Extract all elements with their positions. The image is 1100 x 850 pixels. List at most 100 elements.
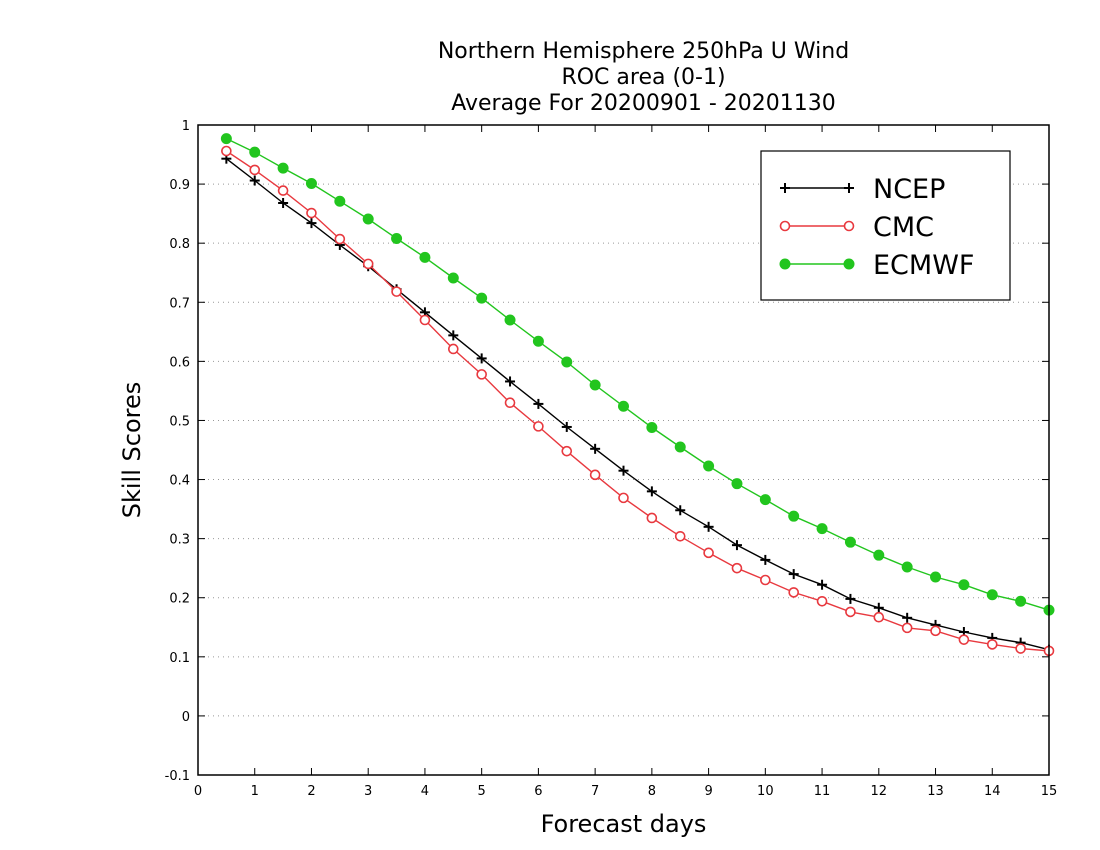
- data-point: [901, 622, 913, 634]
- data-point: [703, 460, 715, 472]
- data-point: [958, 579, 970, 591]
- data-point: [505, 376, 516, 387]
- data-point: [334, 195, 346, 207]
- data-point: [779, 220, 791, 232]
- x-tick-label: 13: [927, 784, 944, 799]
- data-point: [362, 258, 374, 270]
- y-tick-label: 0.9: [169, 178, 190, 193]
- legend-label: ECMWF: [873, 250, 974, 281]
- data-point: [816, 595, 828, 607]
- x-tick-label: 6: [534, 784, 542, 799]
- y-axis-label: Skill Scores: [118, 382, 146, 519]
- legend-item: NCEP: [780, 174, 945, 205]
- x-tick-label: 4: [421, 784, 429, 799]
- y-tick-label: 0: [182, 710, 190, 725]
- data-point: [447, 272, 459, 284]
- data-point: [334, 233, 346, 245]
- data-point: [504, 397, 516, 409]
- x-tick-label: 7: [591, 784, 599, 799]
- data-point: [1015, 643, 1026, 654]
- y-tick-label: 0.8: [169, 237, 190, 252]
- data-point: [589, 379, 601, 391]
- y-tick-label: 0.6: [169, 355, 190, 370]
- data-point: [930, 571, 942, 583]
- data-point: [816, 523, 828, 535]
- data-point: [788, 510, 800, 522]
- y-tick-label: 1: [182, 119, 190, 134]
- data-point: [902, 612, 913, 623]
- data-point: [277, 185, 289, 196]
- data-point: [277, 162, 289, 174]
- y-tick-label: 0.7: [169, 296, 190, 311]
- data-point: [561, 356, 573, 368]
- y-tick-label: 0.2: [169, 592, 190, 607]
- grid-lines: [198, 183, 1049, 717]
- legend-box: [760, 150, 1011, 301]
- data-point: [448, 330, 459, 341]
- x-tick-label: 0: [194, 784, 202, 799]
- data-point: [249, 175, 260, 186]
- legend-label: NCEP: [873, 174, 945, 205]
- y-tick-label: 0.5: [169, 414, 190, 429]
- y-tick-label: 0.4: [169, 474, 190, 489]
- data-point: [873, 549, 885, 561]
- data-point: [476, 369, 487, 380]
- x-tick-label: 5: [478, 784, 486, 799]
- data-point: [646, 422, 658, 434]
- data-point: [1015, 595, 1027, 607]
- data-point: [419, 314, 431, 326]
- data-point: [618, 400, 629, 412]
- data-point: [703, 521, 714, 532]
- data-point: [589, 469, 601, 481]
- data-point: [618, 492, 629, 504]
- data-point: [958, 634, 970, 645]
- x-tick-label: 12: [871, 784, 888, 799]
- data-point: [674, 530, 686, 542]
- data-point: [476, 353, 487, 364]
- data-point: [843, 220, 855, 232]
- data-point: [306, 218, 317, 229]
- series-ecmwf: [220, 133, 1055, 616]
- data-point: [760, 554, 771, 565]
- data-point: [561, 445, 573, 457]
- series-lines: [220, 133, 1055, 657]
- data-point: [220, 133, 232, 145]
- data-point: [646, 512, 658, 524]
- data-point: [391, 286, 402, 297]
- data-point: [845, 593, 856, 604]
- data-point: [674, 441, 686, 453]
- x-tick-label: 11: [814, 784, 831, 799]
- data-point: [419, 251, 431, 263]
- data-point: [731, 540, 742, 551]
- title-line: Northern Hemisphere 250hPa U Wind: [438, 39, 849, 64]
- series-cmc: [221, 145, 1055, 657]
- data-point: [731, 478, 743, 490]
- data-point: [362, 213, 374, 225]
- data-point: [986, 589, 998, 601]
- data-point: [249, 164, 261, 176]
- data-point: [703, 547, 714, 559]
- legend: NCEP CMC ECMWF: [760, 150, 1011, 301]
- x-axis-label: Forecast days: [541, 810, 707, 838]
- data-point: [779, 258, 791, 270]
- data-point: [788, 569, 799, 580]
- data-point: [305, 178, 317, 189]
- data-point: [844, 183, 854, 193]
- x-tick-label: 14: [984, 784, 1001, 799]
- data-point: [731, 562, 743, 574]
- data-point: [504, 314, 516, 326]
- data-point: [759, 494, 771, 506]
- x-tick-label: 9: [704, 784, 712, 799]
- x-tick-label: 8: [648, 784, 656, 799]
- x-tick-label: 3: [364, 784, 372, 799]
- data-point: [221, 145, 232, 157]
- data-point: [533, 421, 544, 432]
- y-tick-label: 0.3: [169, 533, 190, 548]
- data-point: [447, 343, 459, 355]
- title-line: ROC area (0-1): [561, 65, 725, 90]
- data-point: [533, 398, 544, 409]
- plot-frame: [197, 124, 1050, 776]
- data-point: [845, 606, 856, 618]
- data-point: [590, 443, 601, 454]
- x-tick-label: 2: [307, 784, 315, 799]
